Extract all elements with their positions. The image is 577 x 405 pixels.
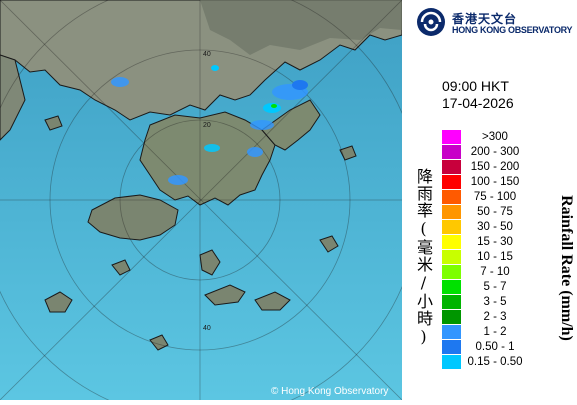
legend-swatch xyxy=(442,355,461,370)
island-south-2 xyxy=(44,291,73,313)
org-name-english: HONG KONG OBSERVATORY xyxy=(452,25,573,35)
legend-label: 7 - 10 xyxy=(480,266,510,278)
island-lamma xyxy=(199,249,221,276)
legend-label: 30 - 50 xyxy=(477,221,513,233)
legend-swatch xyxy=(442,175,461,190)
rain-echoes xyxy=(111,65,308,185)
legend-label: 15 - 30 xyxy=(477,236,513,248)
legend-swatch xyxy=(442,280,461,295)
observation-date: 17-04-2026 xyxy=(442,95,514,111)
legend-swatch xyxy=(442,145,461,160)
rain-echo-northeast-core xyxy=(292,80,308,90)
legend-title-chinese: 降雨率(毫米/小時) xyxy=(414,168,433,347)
legend-label: 100 - 150 xyxy=(470,176,520,188)
legend-label: 0.15 - 0.50 xyxy=(467,356,523,368)
legend-label: 10 - 15 xyxy=(477,251,513,263)
lantau-island xyxy=(87,194,179,241)
island-south-3 xyxy=(254,291,291,311)
legend-label: 50 - 75 xyxy=(477,206,513,218)
rain-echo-heavy-cell xyxy=(271,104,277,108)
legend-label: 200 - 300 xyxy=(470,146,520,158)
island-east-1 xyxy=(339,145,357,161)
rain-echo-northwest xyxy=(111,77,129,87)
ring-label-40-south: 40 xyxy=(203,325,211,332)
rain-echo-central xyxy=(168,175,188,185)
sai-kung-peninsula xyxy=(261,99,321,151)
rain-echo-shatin xyxy=(204,144,220,152)
island-west-1 xyxy=(44,115,63,131)
range-ring-20 xyxy=(119,119,281,281)
legend-swatch xyxy=(442,250,461,265)
legend-label: 150 - 200 xyxy=(470,161,520,173)
island-south-1 xyxy=(204,284,246,306)
legend-swatches xyxy=(442,130,461,370)
legend-title-english: Rainfall Rate (mm/h) xyxy=(558,194,575,341)
island-south-6 xyxy=(111,259,131,276)
legend-panel: 香港天文台 HONG KONG OBSERVATORY 09:00 HKT 17… xyxy=(402,0,577,400)
legend-label: 1 - 2 xyxy=(483,326,507,338)
legend-label: 75 - 100 xyxy=(473,191,517,203)
mainland-darker-hills xyxy=(200,0,402,55)
legend-label: >300 xyxy=(482,131,508,143)
rainfall-legend: >300 200 - 300 150 - 200 100 - 150 75 - 100 5… xyxy=(442,130,577,378)
legend-swatch xyxy=(442,205,461,220)
island-south-4 xyxy=(319,235,339,253)
legend-labels: >300 200 - 300 150 - 200 100 - 150 75 - 100 5… xyxy=(464,130,526,370)
legend-swatch xyxy=(442,160,461,175)
legend-label: 2 - 3 xyxy=(483,311,507,323)
rain-echo-kowloon xyxy=(247,147,263,157)
legend-swatch xyxy=(442,340,461,355)
legend-swatch xyxy=(442,220,461,235)
legend-swatch xyxy=(442,130,461,145)
legend-swatch xyxy=(442,295,461,310)
range-rings xyxy=(0,0,421,405)
rain-echo-north xyxy=(211,65,219,71)
ring-label-40: 40 xyxy=(203,51,211,58)
legend-swatch xyxy=(442,325,461,340)
legend-swatch xyxy=(442,310,461,325)
ring-axis-diagonal-1 xyxy=(0,0,403,401)
radar-map: 20 40 40 © Hong Kong Observatory xyxy=(0,0,421,405)
legend-swatch xyxy=(442,235,461,250)
org-name-chinese: 香港天文台 xyxy=(452,12,518,26)
left-coast xyxy=(0,54,26,141)
legend-label: 5 - 7 xyxy=(483,281,507,293)
range-ring-40 xyxy=(49,49,351,351)
legend-swatch xyxy=(442,190,461,205)
radar-map-svg: 20 40 40 © Hong Kong Observatory xyxy=(0,0,421,405)
island-south-5 xyxy=(149,334,169,351)
ring-axis-diagonal-2 xyxy=(0,0,403,401)
legend-title-english-wrap: Rainfall Rate (mm/h) xyxy=(556,160,576,375)
ring-label-20: 20 xyxy=(203,122,211,129)
legend-label: 0.50 - 1 xyxy=(475,341,515,353)
hko-emblem-icon xyxy=(417,8,445,36)
legend-label: 3 - 5 xyxy=(483,296,507,308)
observation-time: 09:00 HKT xyxy=(442,78,509,94)
legend-swatch xyxy=(442,265,461,280)
rain-echo-sai-kung xyxy=(263,103,281,113)
copyright-text: © Hong Kong Observatory xyxy=(271,386,388,397)
rain-echo-east xyxy=(250,120,274,130)
